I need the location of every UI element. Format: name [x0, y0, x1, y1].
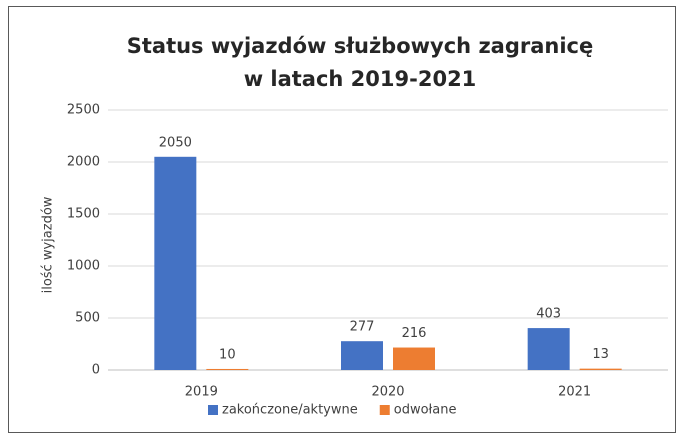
legend-label: odwołane	[394, 403, 457, 418]
y-tick-label: 500	[75, 311, 100, 326]
y-tick-label: 1000	[67, 259, 100, 274]
data-label: 403	[536, 307, 561, 322]
data-label: 2050	[159, 135, 192, 150]
y-axis-label: ilość wyjazdów	[41, 196, 56, 293]
y-tick-label: 2000	[67, 155, 100, 170]
x-tick-label: 2019	[185, 385, 218, 400]
y-tick-label: 2500	[67, 103, 100, 118]
chart-title: w latach 2019-2021	[244, 67, 477, 91]
bar	[393, 347, 435, 370]
legend-swatch	[208, 405, 218, 415]
bar	[527, 328, 570, 370]
legend-swatch	[379, 405, 390, 415]
data-label: 216	[402, 326, 427, 341]
bar	[206, 368, 249, 370]
y-tick-label: 0	[92, 363, 100, 378]
data-label: 13	[592, 347, 609, 362]
x-tick-label: 2021	[558, 385, 591, 400]
y-tick-label: 1500	[67, 207, 100, 222]
chart-title: Status wyjazdów służbowych zagranicę	[127, 34, 594, 58]
x-tick-label: 2020	[371, 385, 404, 400]
legend-label: zakończone/aktywne	[222, 403, 358, 418]
bar	[154, 156, 197, 370]
data-label: 10	[219, 347, 236, 362]
bar	[341, 341, 383, 370]
bar	[579, 368, 622, 370]
data-label: 277	[350, 320, 375, 335]
